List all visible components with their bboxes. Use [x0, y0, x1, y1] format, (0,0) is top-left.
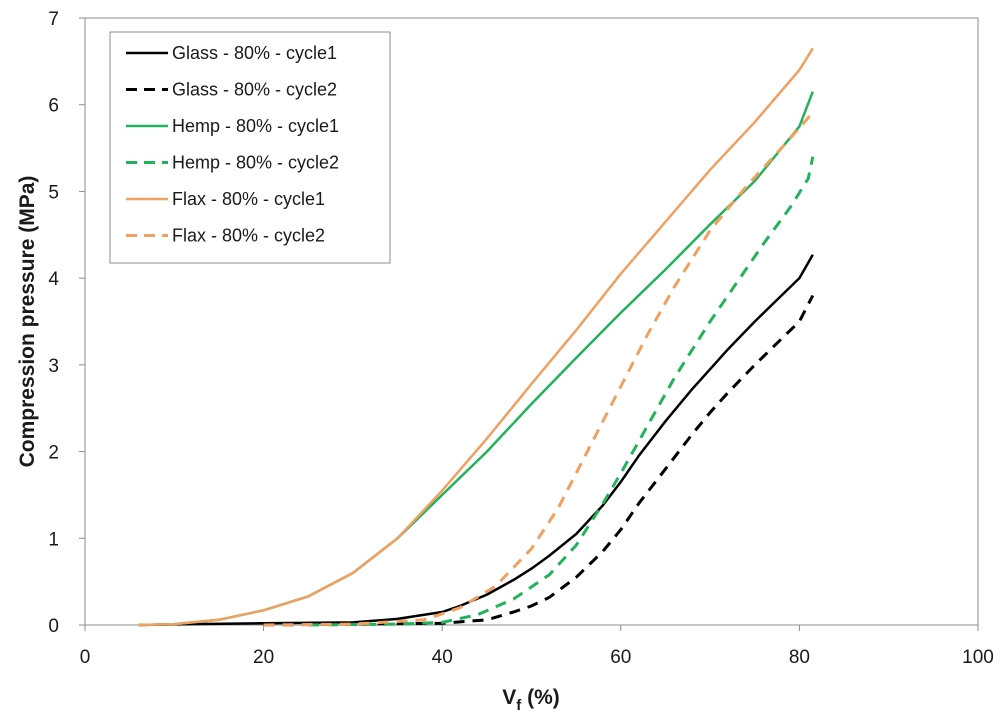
- legend-box: [109, 31, 391, 264]
- y-tick-label: 3: [48, 356, 59, 377]
- y-tick-label: 7: [48, 9, 59, 30]
- plot-area: 0 20 40 60 80 100 0 1 2 3 4 5 6 7: [48, 9, 993, 668]
- y-tick-label: 6: [48, 96, 59, 117]
- y-tick-label: 1: [48, 529, 59, 550]
- x-tick-label: 0: [80, 647, 91, 668]
- y-axis-title: Compression pressure (MPa): [16, 176, 39, 468]
- series-line-2: [263, 294, 815, 627]
- y-tick-label: 4: [48, 269, 59, 290]
- series-line-4: [308, 156, 815, 627]
- series-lines: [138, 47, 815, 627]
- series-line-1: [138, 254, 814, 627]
- legend: Glass - 80% - cycle1 Glass - 80% - cycle2…: [109, 31, 391, 264]
- legend-label: Glass - 80% - cycle1: [172, 43, 337, 63]
- y-tick-label: 0: [48, 616, 59, 637]
- x-axis-title: Vf (%): [502, 686, 560, 714]
- y-tick-label: 2: [48, 443, 59, 464]
- x-axis-title-subscript: f: [516, 697, 522, 714]
- x-tick-label: 40: [432, 647, 453, 668]
- legend-label: Hemp - 80% - cycle2: [172, 153, 339, 173]
- y-tick-label: 5: [48, 182, 59, 203]
- legend-label: Glass - 80% - cycle2: [172, 80, 337, 100]
- x-tick-label: 20: [253, 647, 274, 668]
- x-axis-title-main: V: [502, 686, 516, 709]
- x-axis-title-unit: (%): [521, 686, 560, 709]
- series-line-6: [263, 108, 815, 627]
- plot-frame: [84, 17, 979, 626]
- legend-label: Hemp - 80% - cycle1: [172, 116, 339, 136]
- x-tick-label: 60: [610, 647, 631, 668]
- series-line-5: [138, 47, 814, 627]
- x-tick-label: 80: [789, 647, 810, 668]
- legend-label: Flax - 80% - cycle2: [172, 226, 325, 246]
- legend-label: Flax - 80% - cycle1: [172, 189, 325, 209]
- x-tick-label: 100: [962, 647, 994, 668]
